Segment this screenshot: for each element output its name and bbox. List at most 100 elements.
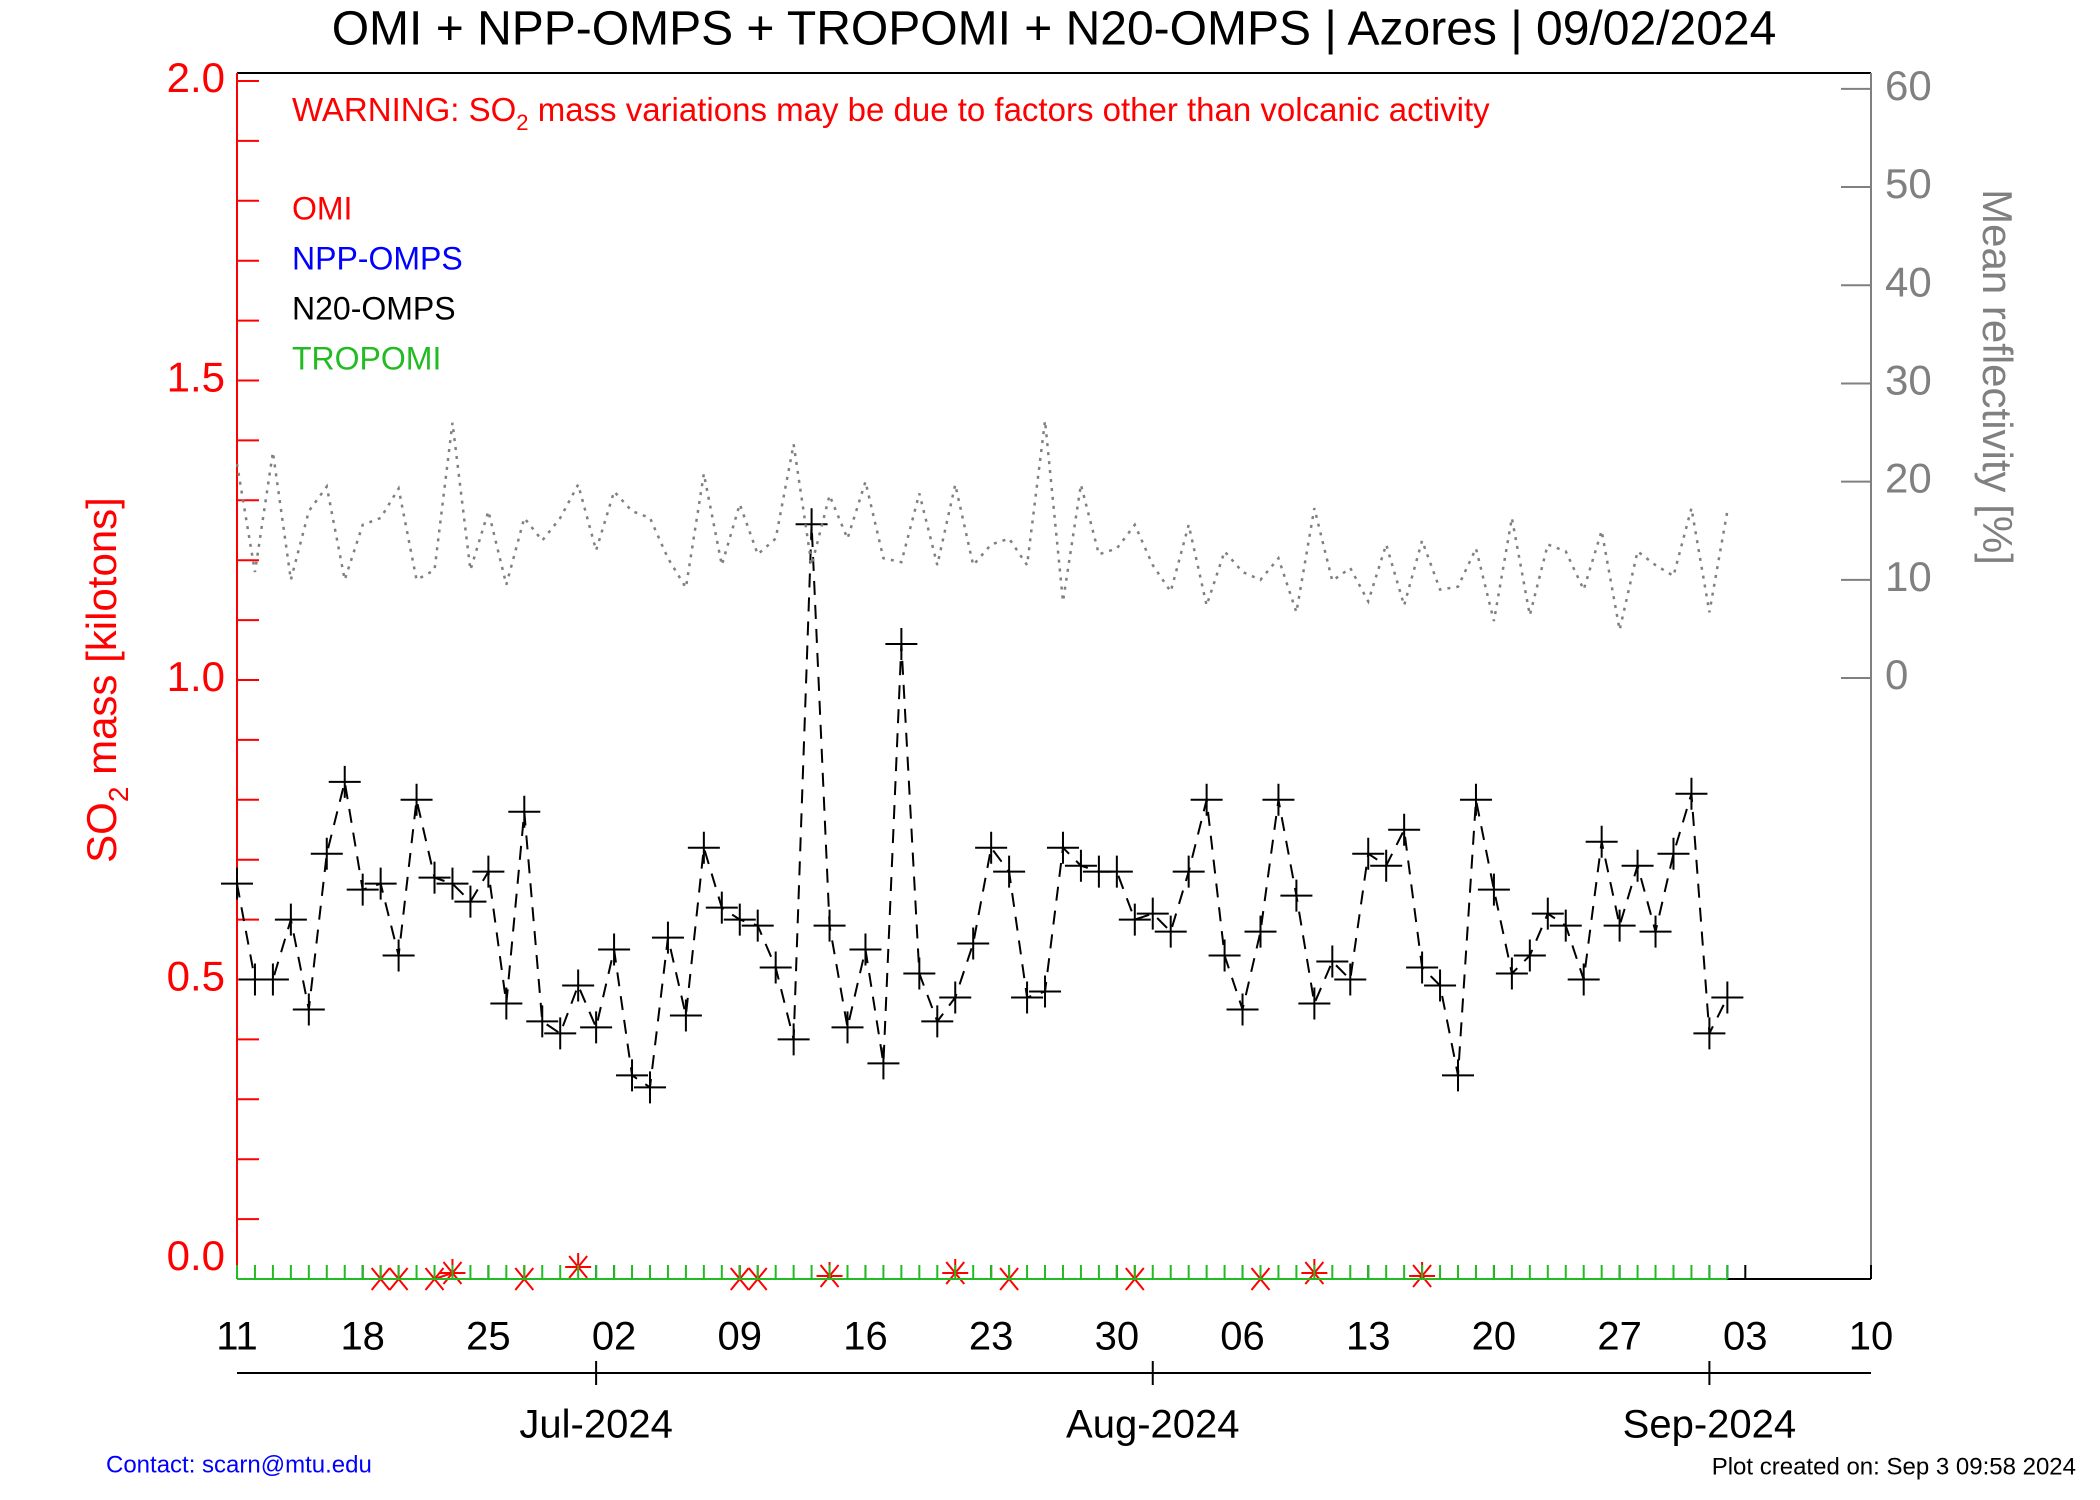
- x-tick-label: 23: [969, 1315, 1014, 1359]
- data-point: [292, 993, 325, 1026]
- chart-title: OMI + NPP-OMPS + TROPOMI + N20-OMPS | Az…: [332, 3, 1777, 56]
- data-point: [723, 903, 756, 936]
- y2-tick-label: 50: [1885, 160, 1932, 207]
- y-tick-label: 1.5: [167, 354, 225, 401]
- data-point: [957, 927, 990, 960]
- data-point: [1585, 825, 1618, 858]
- data-point: [1370, 849, 1403, 882]
- data-point: [651, 921, 684, 954]
- data-point: [1226, 993, 1259, 1026]
- data-point: [1424, 969, 1457, 1002]
- data-point: [544, 1017, 577, 1050]
- y2-axis-title: Mean reflectivity [%]: [1974, 189, 2021, 565]
- data-point: [885, 628, 918, 661]
- data-point: [849, 933, 882, 966]
- data-point: [831, 1011, 864, 1044]
- data-point: [436, 867, 469, 900]
- data-point: [1244, 915, 1277, 948]
- data-point: [328, 765, 361, 798]
- data-point: [921, 1005, 954, 1038]
- data-point: [1459, 783, 1492, 816]
- data-point: [1100, 855, 1133, 888]
- data-point: [1262, 783, 1295, 816]
- legend-entry: OMI: [292, 190, 352, 226]
- data-point: [633, 1071, 666, 1104]
- data-point: [1675, 777, 1708, 810]
- data-point: [526, 1005, 559, 1038]
- data-point: [1621, 849, 1654, 882]
- data-point: [364, 867, 397, 900]
- month-label: Sep-2024: [1623, 1403, 1796, 1447]
- y-tick-label: 1.0: [167, 653, 225, 700]
- data-point: [813, 909, 846, 942]
- data-point: [400, 783, 433, 816]
- x-tick-label: 10: [1849, 1315, 1894, 1359]
- data-point: [418, 861, 451, 894]
- data-point: [1388, 813, 1421, 846]
- y-axis-title-part: SO: [78, 802, 125, 863]
- data-point: [1477, 873, 1510, 906]
- y-axis-title-subscript: 2: [103, 787, 134, 803]
- data-point: [759, 951, 792, 984]
- data-point: [256, 963, 289, 996]
- data-point: [1639, 915, 1672, 948]
- y2-tick-label: 40: [1885, 258, 1932, 305]
- warning-subscript: 2: [516, 110, 528, 135]
- x-tick-label: 02: [592, 1315, 637, 1359]
- data-point: [346, 873, 379, 906]
- month-label: Jul-2024: [519, 1403, 672, 1447]
- data-point: [1567, 963, 1600, 996]
- x-tick-label: 20: [1472, 1315, 1517, 1359]
- data-point: [1495, 957, 1528, 990]
- data-point: [1011, 981, 1044, 1014]
- data-point: [1549, 909, 1582, 942]
- data-point: [1208, 939, 1241, 972]
- warning: WARNING: SO2 mass variations may be due …: [292, 91, 1490, 136]
- data-point: [1172, 855, 1205, 888]
- data-point: [1064, 849, 1097, 882]
- y2-tick-label: 0: [1885, 651, 1908, 698]
- data-point: [1154, 915, 1187, 948]
- y2-tick-label: 30: [1885, 357, 1932, 404]
- data-point: [562, 969, 595, 1002]
- data-point: [382, 939, 415, 972]
- data-point: [310, 837, 343, 870]
- x-tick-label: 06: [1220, 1315, 1265, 1359]
- data-point: [687, 831, 720, 864]
- y2-tick-label: 20: [1885, 455, 1932, 502]
- x-tick-label: 25: [466, 1315, 511, 1359]
- data-point: [1531, 897, 1564, 930]
- data-point: [975, 831, 1008, 864]
- x-tick-label: 27: [1597, 1315, 1642, 1359]
- data-point: [274, 903, 307, 936]
- created-note: Plot created on: Sep 3 09:58 2024: [1712, 1453, 2076, 1480]
- data-point: [616, 1059, 649, 1092]
- x-tick-label: 09: [718, 1315, 763, 1359]
- series-line: [236, 524, 1729, 1090]
- data-point: [1352, 837, 1385, 870]
- data-point: [777, 1023, 810, 1056]
- data-point: [867, 1047, 900, 1080]
- data-point: [454, 885, 487, 918]
- data-point: [1046, 831, 1079, 864]
- x-tick-label: 16: [843, 1315, 888, 1359]
- y2-tick-label: 60: [1885, 62, 1932, 109]
- data-point: [1603, 909, 1636, 942]
- legend-entry: N20-OMPS: [292, 290, 456, 326]
- data-point: [1442, 1059, 1475, 1092]
- data-point: [1029, 975, 1062, 1008]
- data-point: [1118, 903, 1151, 936]
- data-point: [490, 987, 523, 1020]
- data-point: [1657, 837, 1690, 870]
- x-tick-label: 11: [216, 1315, 258, 1359]
- data-point: [472, 855, 505, 888]
- data-point: [669, 999, 702, 1032]
- x-tick-label: 03: [1723, 1315, 1768, 1359]
- data-point: [1406, 951, 1439, 984]
- data-point: [598, 933, 631, 966]
- data-point: [903, 957, 936, 990]
- legend-entry: TROPOMI: [292, 340, 441, 376]
- data-point: [1693, 1017, 1726, 1050]
